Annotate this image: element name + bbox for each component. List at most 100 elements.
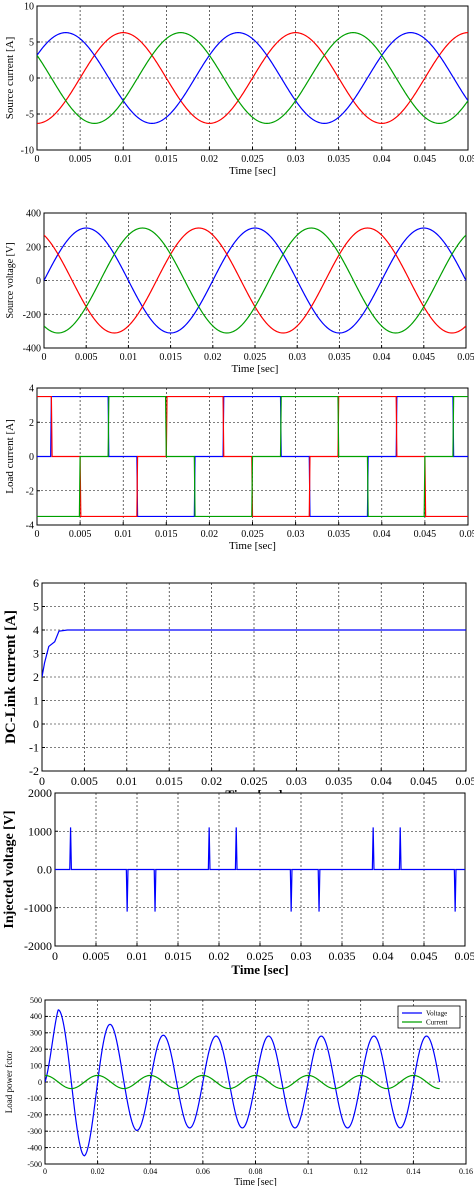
x-tick-label: 0.025	[241, 529, 264, 540]
y-tick-label: 0.0	[37, 863, 52, 877]
x-tick-label: 0.02	[201, 154, 219, 165]
y-axis-label: Injected voltage [V]	[2, 810, 17, 928]
x-tick-label: 0.015	[155, 154, 178, 165]
x-tick-label: 0.005	[83, 949, 110, 963]
y-tick-label: 0	[33, 717, 39, 731]
y-tick-label: -10	[21, 146, 34, 157]
x-tick-label: 0.04	[373, 949, 394, 963]
x-tick-label: 0.025	[241, 774, 268, 788]
y-axis-label: Source voltage [V]	[5, 242, 16, 318]
y-axis-label: Load power fctor	[4, 1051, 14, 1113]
x-tick-label: 0.05	[456, 774, 474, 788]
x-tick-label: 0.04	[373, 529, 391, 540]
x-tick-label: 0	[39, 774, 45, 788]
x-tick-label: 0.08	[249, 1167, 263, 1176]
y-tick-label: 300	[30, 1029, 42, 1038]
chart-3: 0 0.005 0.01 0.015 0.02 0.025 0.03 0.035 0.04 0.0…	[4, 384, 474, 553]
y-tick-label: -2	[29, 764, 39, 778]
x-tick-label: 0.035	[325, 774, 352, 788]
y-tick-label: -200	[23, 310, 41, 321]
x-tick-label: 0.02	[209, 949, 230, 963]
x-tick-label: 0.14	[406, 1167, 420, 1176]
series-line-current	[45, 1074, 440, 1090]
x-tick-label: 0.045	[411, 949, 438, 963]
x-tick-label: 0.02	[201, 774, 222, 788]
y-tick-label: 400	[30, 1012, 42, 1021]
x-tick-label: 0.045	[414, 529, 437, 540]
y-tick-label: -400	[27, 1143, 42, 1152]
x-tick-label: 0	[42, 352, 47, 363]
y-tick-label: -400	[23, 344, 41, 355]
chart-2: 0 0.005 0.01 0.015 0.02 0.025 0.03 0.035 0.04 0.0…	[5, 209, 474, 376]
y-tick-label: 10	[24, 2, 34, 13]
x-tick-label: 0.015	[159, 352, 182, 363]
series-line-2	[37, 395, 468, 518]
x-tick-label: 0.015	[165, 949, 192, 963]
x-axis-label: Time [sec]	[229, 540, 276, 552]
x-tick-label: 0.03	[286, 774, 307, 788]
y-axis-label: Source current [A]	[4, 37, 16, 119]
x-tick-label: 0.16	[459, 1167, 473, 1176]
series-line-1	[55, 827, 465, 912]
x-tick-label: 0.03	[287, 154, 305, 165]
x-tick-label: 0.005	[71, 774, 98, 788]
x-tick-label: 0	[52, 949, 58, 963]
x-tick-label: 0.05	[457, 352, 474, 363]
x-axis-label: Time [sec]	[231, 962, 288, 977]
y-tick-label: -2	[26, 486, 34, 497]
x-tick-label: 0.005	[69, 529, 92, 540]
series-line-1	[42, 629, 466, 678]
x-tick-label: 0.015	[156, 774, 183, 788]
series-line-3	[37, 395, 468, 518]
x-tick-label: 0.005	[69, 154, 92, 165]
series-line-1	[37, 32, 468, 124]
y-tick-label: -1000	[24, 901, 52, 915]
x-tick-label: 0.03	[287, 529, 305, 540]
y-tick-label: 0	[29, 74, 34, 85]
y-tick-label: 400	[26, 209, 41, 220]
x-tick-label: 0.02	[204, 352, 222, 363]
x-tick-label: 0.02	[91, 1167, 105, 1176]
y-tick-label: -300	[27, 1127, 42, 1136]
x-tick-label: 0.05	[459, 529, 474, 540]
series-line-2	[37, 32, 468, 124]
y-tick-label: -2000	[24, 939, 52, 953]
x-tick-label: 0.005	[75, 352, 98, 363]
x-tick-label: 0.1	[303, 1167, 313, 1176]
legend-entry: Voltage	[426, 1010, 447, 1018]
x-tick-label: 0.025	[241, 154, 264, 165]
chart-6: 0 0.02 0.04 0.06 0.08 0.1 0.12 0.14 0.16 500 400 30…	[4, 996, 473, 1186]
series-line-3	[44, 227, 466, 334]
y-axis-label: Load current [A]	[4, 419, 16, 494]
series-group	[37, 395, 468, 518]
x-tick-label: 0	[35, 154, 40, 165]
series-group	[45, 1009, 441, 1157]
x-tick-label: 0.06	[196, 1167, 210, 1176]
y-tick-label: 6	[33, 576, 39, 590]
x-tick-label: 0.03	[291, 949, 312, 963]
y-tick-label: 0	[36, 276, 41, 287]
y-tick-label: -200	[27, 1111, 42, 1120]
y-tick-label: 5	[29, 38, 34, 49]
y-tick-label: 0	[38, 1078, 42, 1087]
x-tick-label: 0.035	[327, 529, 350, 540]
x-tick-label: 0.12	[354, 1167, 368, 1176]
y-tick-label: 0	[29, 452, 34, 463]
y-tick-label: -100	[27, 1094, 42, 1103]
series-line-3	[37, 32, 468, 124]
series-line-voltage	[45, 1009, 441, 1157]
y-tick-label: 4	[33, 623, 39, 637]
x-tick-label: 0.03	[288, 352, 306, 363]
y-tick-label: 1000	[28, 824, 52, 838]
x-axis-label: Time [sec]	[232, 363, 279, 375]
legend-entry: Current	[426, 1019, 447, 1027]
x-tick-label: 0.01	[120, 352, 138, 363]
x-tick-label: 0.04	[143, 1167, 157, 1176]
x-tick-label: 0.025	[244, 352, 267, 363]
x-tick-label: 0.02	[201, 529, 219, 540]
y-tick-label: 3	[33, 647, 39, 661]
y-tick-label: -1	[29, 741, 39, 755]
y-axis-label: DC-Link current [A]	[3, 610, 19, 744]
